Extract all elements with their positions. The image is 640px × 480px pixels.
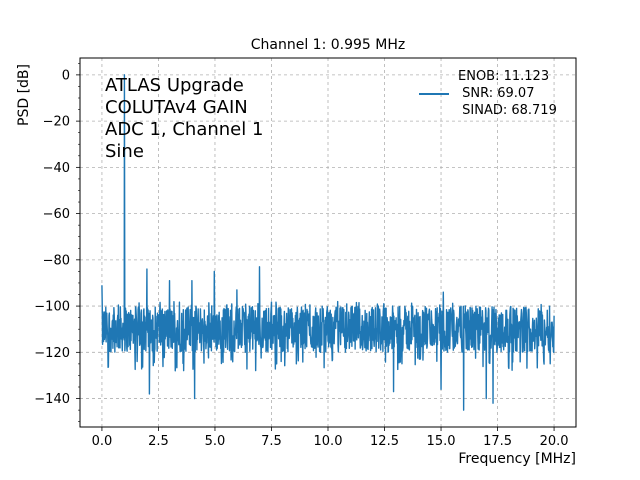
x-tick-label: 12.5 (370, 434, 399, 449)
legend-line-3: SINAD: 68.719 (458, 103, 557, 118)
x-tick-label: 15.0 (427, 434, 456, 449)
y-tick-label: −60 (43, 207, 70, 222)
y-tick-label: −120 (34, 346, 70, 361)
x-tick-label: 7.5 (261, 434, 282, 449)
y-tick-label: −140 (34, 392, 70, 407)
y-tick-label: −100 (34, 300, 70, 315)
y-axis: 0 −20 −40 −60 −80 −100 −120 −140 (34, 63, 80, 422)
annotation-block: ATLAS Upgrade COLUTAv4 GAIN ADC 1, Chann… (105, 75, 263, 162)
x-tick-label: 17.5 (483, 434, 512, 449)
y-axis-label: PSD [dB] (16, 64, 32, 126)
x-tick-label: 2.5 (148, 434, 169, 449)
legend-line-2: SNR: 69.07 (458, 86, 534, 101)
annotation-line-1: ATLAS Upgrade (105, 75, 244, 96)
x-tick-label: 10.0 (314, 434, 343, 449)
y-tick-label: 0 (62, 68, 70, 83)
x-axis: 0.0 2.5 5.0 7.5 10.0 12.5 15.0 17.5 20.0 (92, 427, 569, 449)
psd-series-line (101, 74, 555, 411)
annotation-line-3: ADC 1, Channel 1 (105, 119, 263, 140)
legend: ENOB: 11.123 SNR: 69.07 SINAD: 68.719 (419, 69, 557, 118)
chart-title: Channel 1: 0.995 MHz (251, 37, 406, 53)
x-tick-label: 0.0 (92, 434, 113, 449)
annotation-line-4: Sine (105, 141, 144, 162)
grid (80, 58, 576, 427)
y-tick-label: −40 (43, 161, 70, 176)
legend-line-1: ENOB: 11.123 (458, 69, 549, 84)
y-tick-label: −20 (43, 115, 70, 130)
x-tick-label: 20.0 (540, 434, 569, 449)
annotation-line-2: COLUTAv4 GAIN (105, 97, 248, 118)
y-tick-label: −80 (43, 253, 70, 268)
x-axis-label: Frequency [MHz] (458, 451, 576, 467)
series-group (101, 74, 555, 411)
x-tick-label: 5.0 (205, 434, 226, 449)
